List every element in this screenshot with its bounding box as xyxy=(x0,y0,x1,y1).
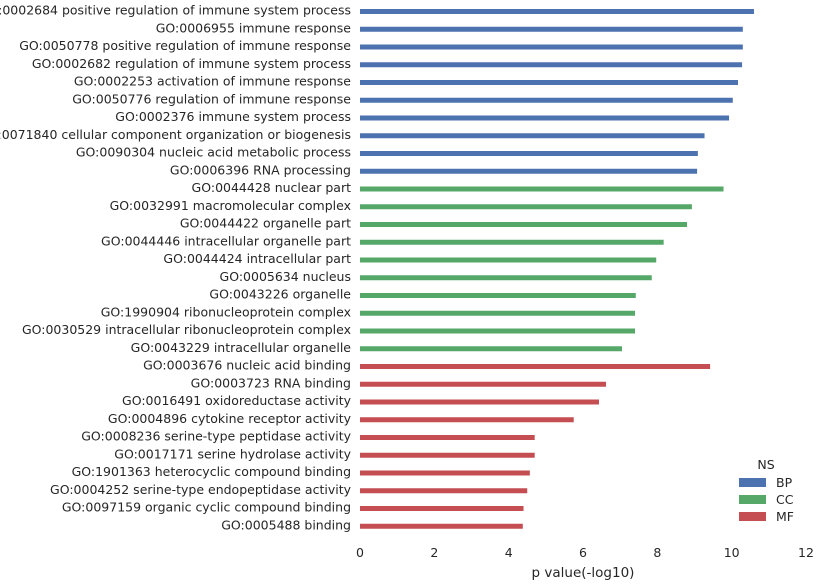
category-label: GO:0002253 activation of immune response xyxy=(74,74,351,89)
bar-cc xyxy=(360,204,692,210)
category-label: GO:0071840 cellular component organizati… xyxy=(0,127,351,142)
bar-mf xyxy=(360,399,599,405)
category-label: GO:0044446 intracellular organelle part xyxy=(101,233,351,248)
x-tick-label: 10 xyxy=(724,545,740,560)
bar-cc xyxy=(360,186,724,192)
category-label: GO:0005634 nucleus xyxy=(220,269,351,284)
x-tick-label: 4 xyxy=(505,545,513,560)
bar-mf xyxy=(360,364,711,369)
x-tick-label: 6 xyxy=(579,545,587,560)
bar-bp xyxy=(360,62,743,68)
legend-label-cc: CC xyxy=(776,492,794,507)
bar-bp xyxy=(360,9,754,14)
legend-swatch-bp xyxy=(739,478,766,487)
bar-bp xyxy=(360,26,743,32)
legend-swatch-mf xyxy=(739,512,766,521)
bar-bp xyxy=(360,168,698,174)
category-label: GO:0017171 serine hydrolase activity xyxy=(114,446,351,461)
category-label: GO:0016491 oxidoreductase activity xyxy=(122,393,352,408)
bar-cc xyxy=(360,328,636,334)
category-label: GO:0003676 nucleic acid binding xyxy=(143,358,351,373)
bar-cc xyxy=(360,293,636,298)
bar-cc xyxy=(360,239,664,245)
category-label: GO:0044422 organelle part xyxy=(180,216,351,231)
x-tick-label: 0 xyxy=(356,545,364,560)
bar-mf xyxy=(360,452,535,458)
category-label: GO:0097159 organic cyclic compound bindi… xyxy=(62,500,351,515)
category-label: GO:0004896 cytokine receptor activity xyxy=(108,411,352,426)
x-axis: 0 2 4 6 8 10 12 xyxy=(356,545,814,560)
category-label: GO:0050776 regulation of immune response xyxy=(72,91,351,106)
legend-title: NS xyxy=(757,457,774,472)
bar-mf xyxy=(360,470,530,476)
bar-mf xyxy=(360,506,524,511)
category-label: GO:0090304 nucleic acid metabolic proces… xyxy=(76,145,351,160)
category-label: GO:0002376 immune system process xyxy=(115,109,351,124)
bar-mf xyxy=(360,435,535,440)
bar-cc xyxy=(360,257,657,263)
x-tick-label: 2 xyxy=(430,545,438,560)
legend-label-mf: MF xyxy=(776,509,794,524)
category-label: GO:0003723 RNA binding xyxy=(191,375,351,390)
legend: NS BP CC MF xyxy=(739,457,794,524)
bar-mf xyxy=(360,381,607,387)
bar-bp xyxy=(360,115,730,121)
bar-cc xyxy=(360,275,652,281)
category-label: GO:0043229 intracellular organelle xyxy=(131,340,352,355)
bar-cc xyxy=(360,222,688,227)
bar-cc xyxy=(360,346,623,352)
category-label: GO:0005488 binding xyxy=(221,517,351,532)
category-label: GO:0004252 serine-type endopeptidase act… xyxy=(50,482,352,497)
category-label: GO:0030529 intracellular ribonucleoprote… xyxy=(22,322,351,337)
bar-bp xyxy=(360,133,705,139)
x-tick-label: 8 xyxy=(653,545,661,560)
bar-cc xyxy=(360,310,636,316)
category-label: GO:0043226 organelle xyxy=(209,287,351,302)
category-label: GO:0044424 intracellular part xyxy=(163,251,351,266)
bar-bp xyxy=(360,44,743,50)
bar-bp xyxy=(360,80,738,85)
category-label: GO:1990904 ribonucleoprotein complex xyxy=(101,304,351,319)
x-tick-label: 12 xyxy=(798,545,814,560)
category-label: GO:0008236 serine-type peptidase activit… xyxy=(81,429,351,444)
category-label: GO:1901363 heterocyclic compound binding xyxy=(72,464,351,479)
category-label: GO:0006396 RNA processing xyxy=(170,162,351,177)
legend-label-bp: BP xyxy=(776,475,793,490)
category-label: GO:0044428 nuclear part xyxy=(192,180,352,195)
category-label: GO:0006955 immune response xyxy=(156,20,352,35)
bar-mf xyxy=(360,488,528,494)
category-label: GO:0002682 regulation of immune system p… xyxy=(32,56,351,71)
legend-swatch-cc xyxy=(739,495,766,504)
category-labels: GO:0002684 positive regulation of immune… xyxy=(0,3,352,533)
bar-bp xyxy=(360,151,698,156)
bar-bp xyxy=(360,97,733,103)
bars-layer xyxy=(360,9,754,529)
category-label: GO:0002684 positive regulation of immune… xyxy=(0,3,351,18)
category-label: GO:0032991 macromolecular complex xyxy=(110,198,351,213)
bar-mf xyxy=(360,523,523,529)
bar-mf xyxy=(360,417,574,423)
category-label: GO:0050778 positive regulation of immune… xyxy=(19,38,351,53)
x-axis-title: p value(-log10) xyxy=(532,565,635,581)
